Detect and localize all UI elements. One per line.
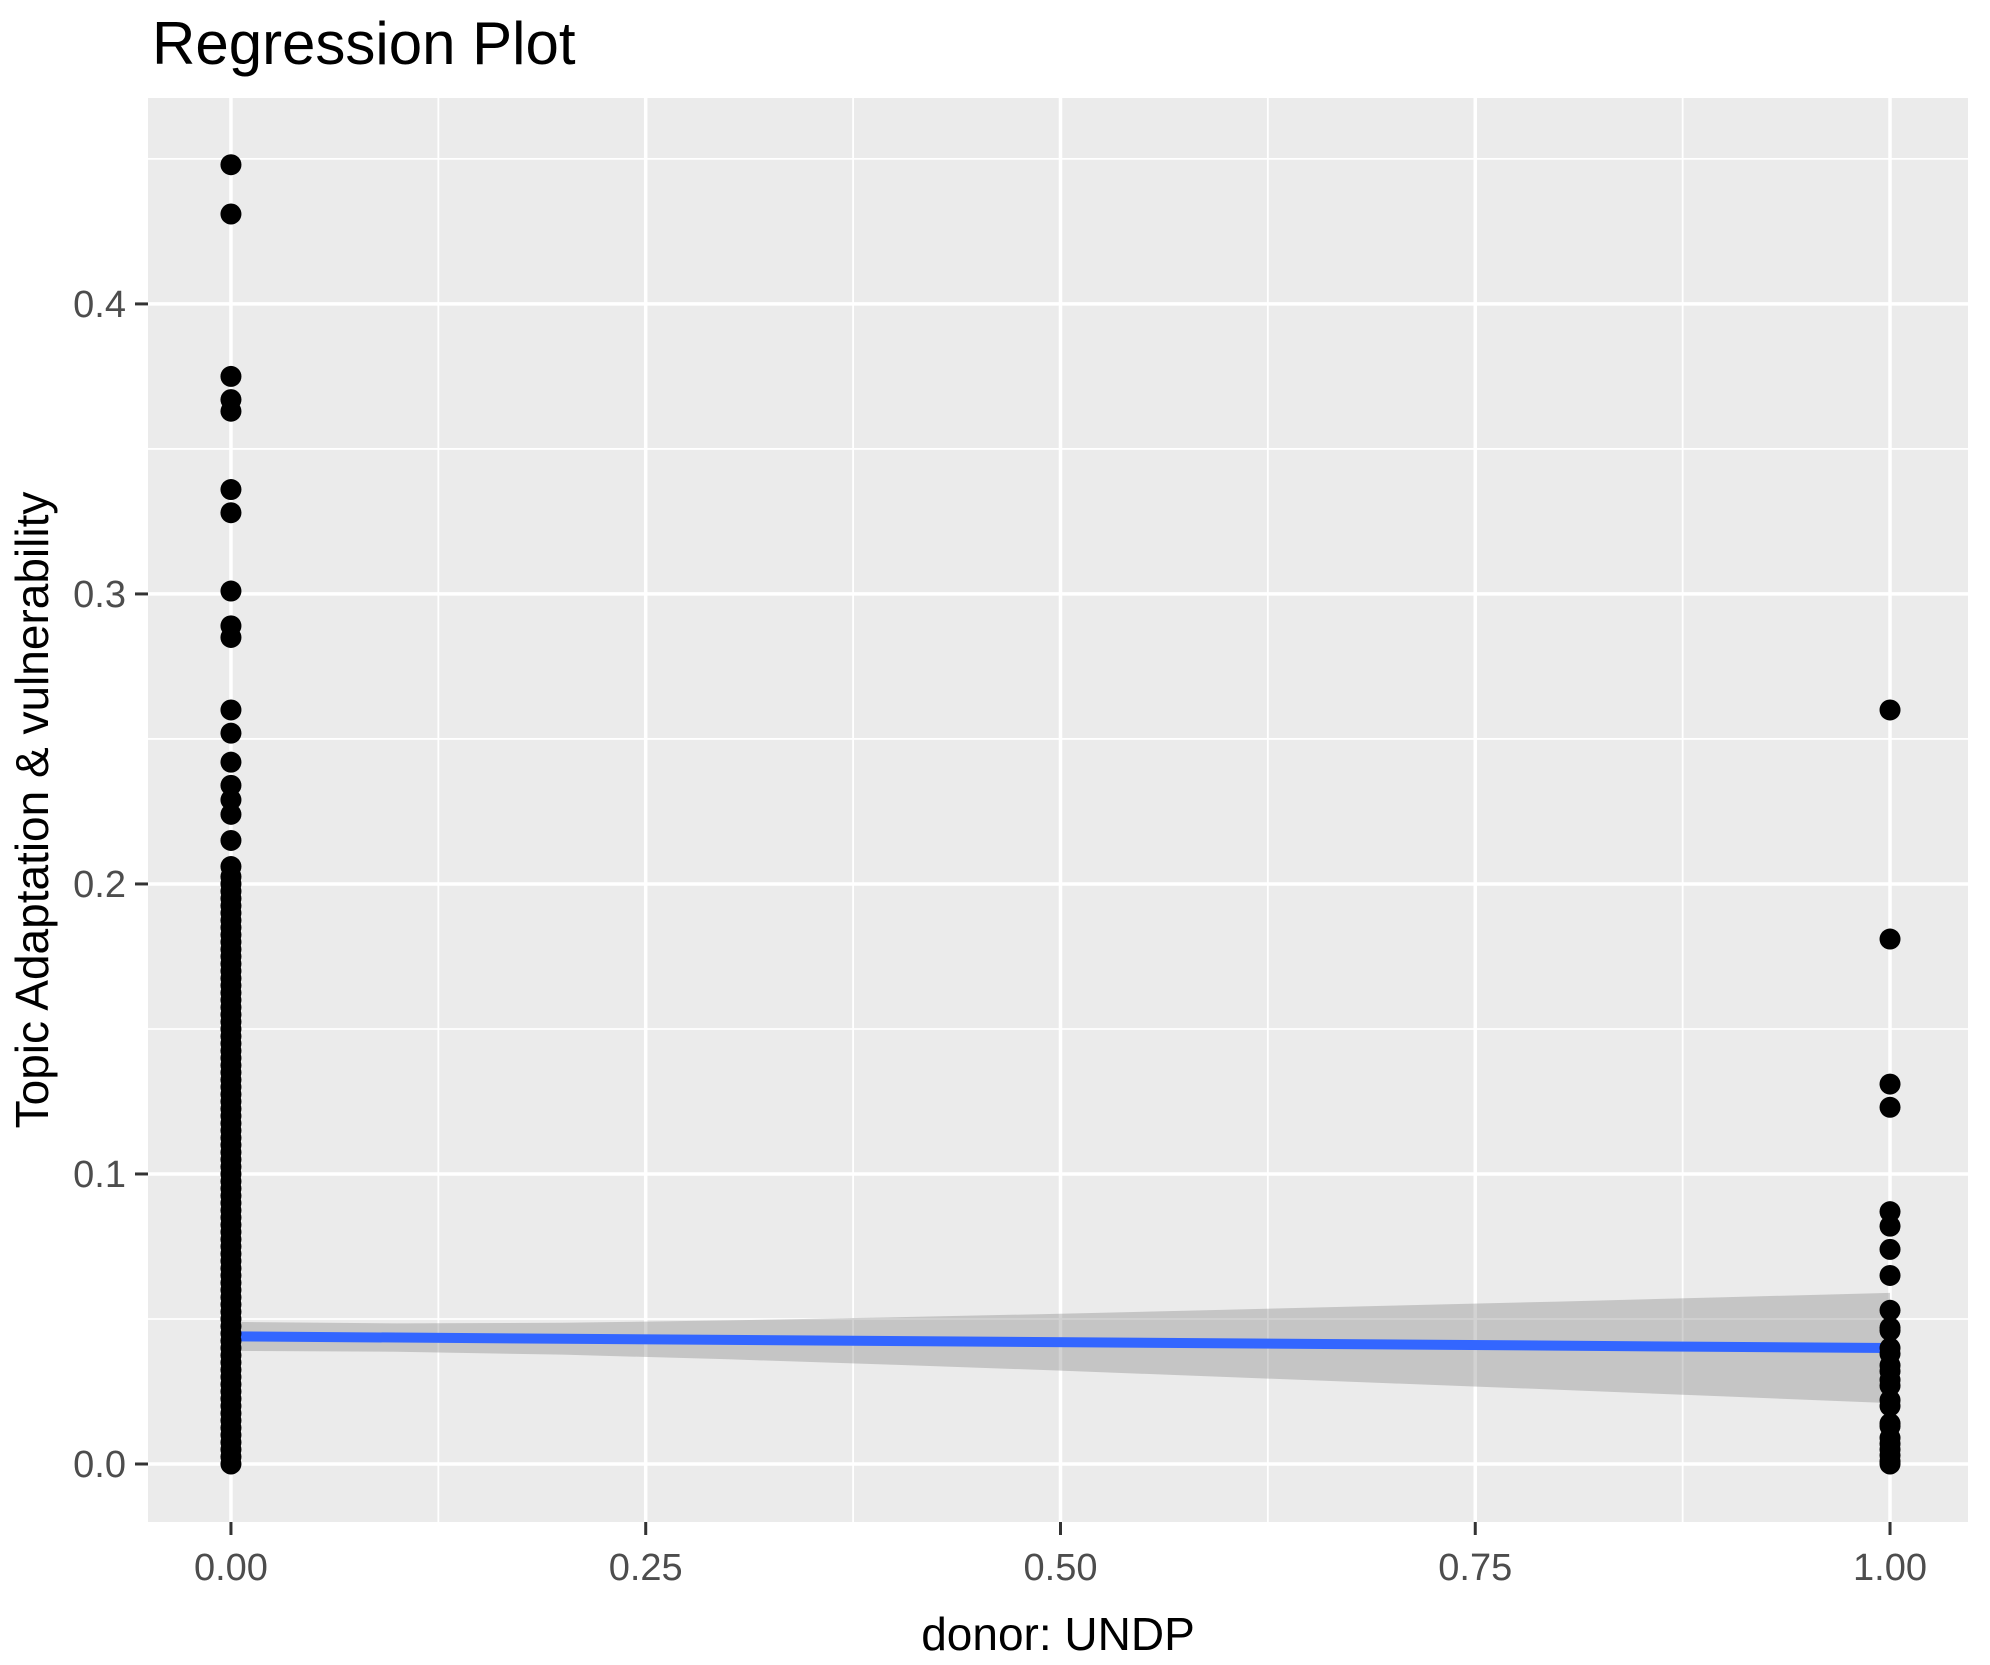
- x-tick-label: 0.00: [194, 1547, 268, 1589]
- data-point: [1879, 1096, 1901, 1118]
- data-point: [1879, 1201, 1901, 1223]
- y-axis-tick-labels: 0.0 0.1 0.2 0.3 0.4: [73, 284, 126, 1486]
- major-gridlines: [148, 98, 1968, 1522]
- y-tick-label: 0.3: [73, 574, 126, 616]
- x-axis-tick-marks: [229, 1522, 1892, 1535]
- data-point: [220, 722, 242, 744]
- data-point: [220, 580, 242, 602]
- data-point: [220, 829, 242, 851]
- regression-line: [230, 1331, 1891, 1353]
- x-tick-label: 0.25: [609, 1547, 683, 1589]
- data-point: [220, 856, 242, 878]
- y-tick-label: 0.2: [73, 864, 126, 906]
- x-tick-label: 0.75: [1438, 1547, 1512, 1589]
- y-axis-tick-marks: [135, 302, 148, 1466]
- x-tick-label: 1.00: [1853, 1547, 1927, 1589]
- data-point: [1879, 1412, 1901, 1434]
- y-tick-label: 0.1: [73, 1154, 126, 1196]
- data-point: [220, 803, 242, 825]
- data-point: [1879, 1299, 1901, 1321]
- data-point: [220, 479, 242, 501]
- data-point: [220, 365, 242, 387]
- data-point: [1879, 1215, 1901, 1237]
- plot-title: Regression Plot: [152, 10, 576, 77]
- data-point: [1879, 1073, 1901, 1095]
- y-axis-title: Topic Adaptation & vulnerability: [6, 492, 58, 1129]
- panel-background: [148, 98, 1968, 1522]
- scatter-points: [220, 154, 1901, 1475]
- data-point: [1879, 1389, 1901, 1411]
- data-point: [1879, 1317, 1901, 1339]
- x-axis-title: donor: UNDP: [921, 1608, 1195, 1660]
- data-point: [220, 502, 242, 524]
- data-point: [220, 751, 242, 773]
- y-tick-label: 0.0: [73, 1444, 126, 1486]
- data-point: [220, 154, 242, 176]
- data-point: [220, 699, 242, 721]
- data-point: [220, 389, 242, 411]
- data-point: [220, 615, 242, 637]
- data-point: [1879, 1264, 1901, 1286]
- regression-line-segment: [230, 1331, 1891, 1353]
- data-point: [220, 203, 242, 225]
- x-axis-tick-labels: 0.00 0.25 0.50 0.75 1.00: [194, 1547, 1927, 1589]
- data-point: [220, 774, 242, 796]
- data-point: [1879, 1337, 1901, 1359]
- x-tick-label: 0.50: [1024, 1547, 1098, 1589]
- confidence-band: [230, 1292, 1891, 1404]
- data-point: [1879, 928, 1901, 950]
- confidence-band-ribbon: [230, 1292, 1891, 1404]
- data-point: [220, 789, 242, 811]
- data-point: [1879, 1238, 1901, 1260]
- y-tick-label: 0.4: [73, 284, 126, 326]
- minor-gridlines: [148, 98, 1968, 1522]
- data-point: [1879, 699, 1901, 721]
